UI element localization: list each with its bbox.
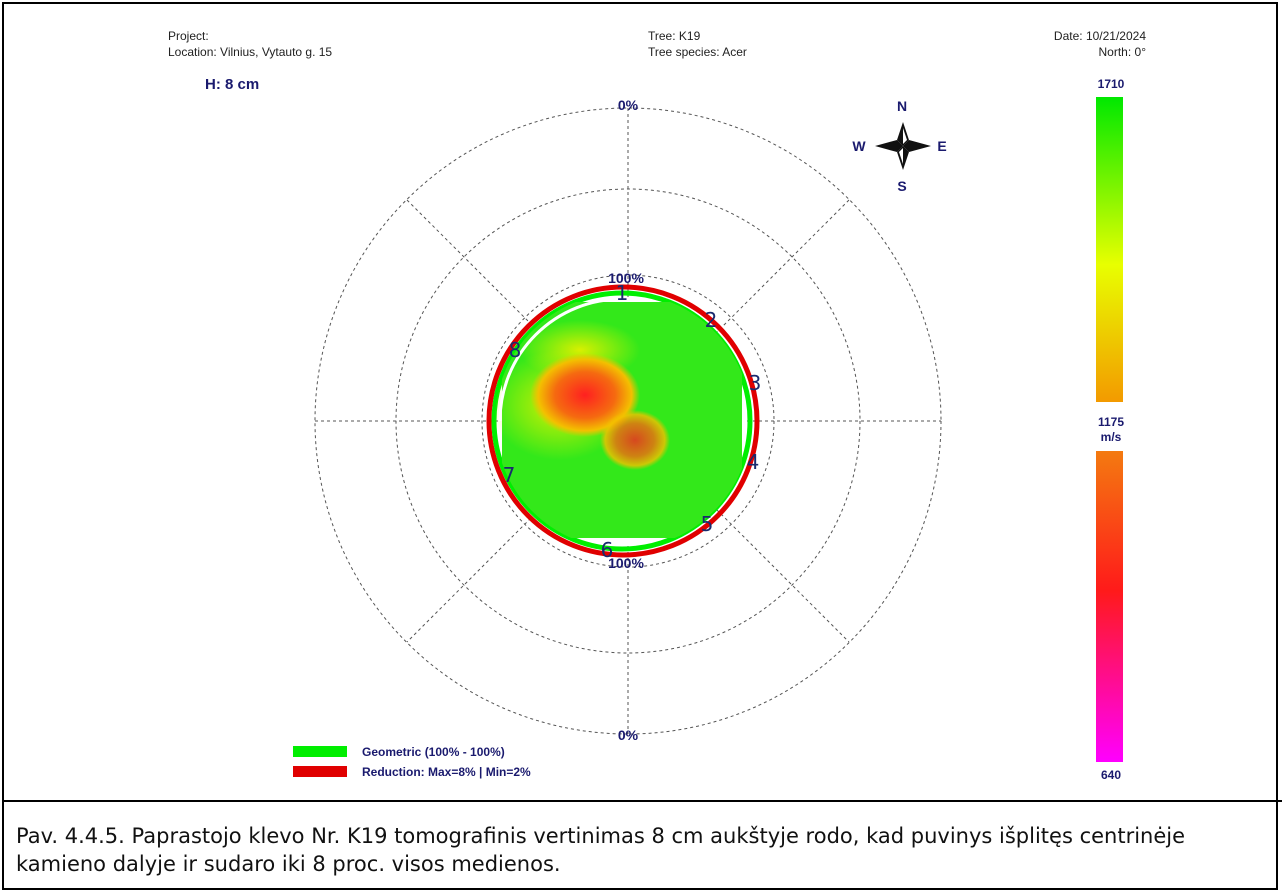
sensor-2: 2 — [705, 308, 718, 332]
legend-geometric-swatch — [293, 746, 347, 757]
location-label: Location: Vilnius, Vytauto g. 15 — [168, 45, 333, 59]
scale-bar-upper — [1096, 97, 1123, 402]
scale-max-label: 1710 — [1098, 77, 1125, 91]
tree-label: Tree: K19 — [648, 29, 701, 43]
compass-e: E — [937, 138, 946, 154]
compass-s: S — [897, 178, 906, 194]
reduction-ring — [486, 284, 760, 558]
compass-n: N — [897, 98, 907, 114]
legend-reduction-label: Reduction: Max=8% | Min=2% — [362, 765, 531, 779]
geometric-ring — [491, 290, 753, 552]
sensor-3: 3 — [749, 371, 762, 395]
compass-icon: N S E W — [852, 98, 946, 194]
scale-mid-label: 1175 — [1098, 415, 1124, 429]
legend: Geometric (100% - 100%) Reduction: Max=8… — [293, 745, 531, 779]
scale-bar-lower — [1096, 451, 1123, 762]
inner-bottom-label: 100% — [608, 555, 644, 571]
outer-top-label: 0% — [618, 97, 639, 113]
date-label: Date: 10/21/2024 — [1053, 29, 1146, 43]
scale-min-label: 640 — [1101, 768, 1121, 782]
compass-w: W — [852, 138, 866, 154]
north-label: North: 0° — [1098, 45, 1146, 59]
project-label: Project: — [168, 29, 209, 43]
outer-bottom-label: 0% — [618, 727, 639, 743]
sensor-1: 1 — [616, 281, 629, 305]
sensor-6: 6 — [601, 538, 614, 562]
trunk-tomogram — [486, 284, 760, 558]
height-label: H: 8 cm — [205, 76, 260, 93]
sensor-5: 5 — [701, 512, 714, 536]
sensor-8: 8 — [509, 338, 522, 362]
legend-geometric-label: Geometric (100% - 100%) — [362, 745, 505, 759]
scale-unit-label: m/s — [1101, 430, 1122, 444]
caption-separator — [2, 800, 1282, 802]
species-label: Tree species: Acer — [648, 45, 747, 59]
sensor-7: 7 — [503, 463, 516, 487]
velocity-scale: 1710 1175 m/s 640 — [1096, 77, 1125, 782]
sensor-4: 4 — [747, 450, 760, 474]
inner-top-label: 100% — [608, 270, 644, 286]
figure-caption: Pav. 4.4.5. Paprastojo klevo Nr. K19 tom… — [16, 824, 1186, 876]
legend-reduction-swatch — [293, 766, 347, 777]
